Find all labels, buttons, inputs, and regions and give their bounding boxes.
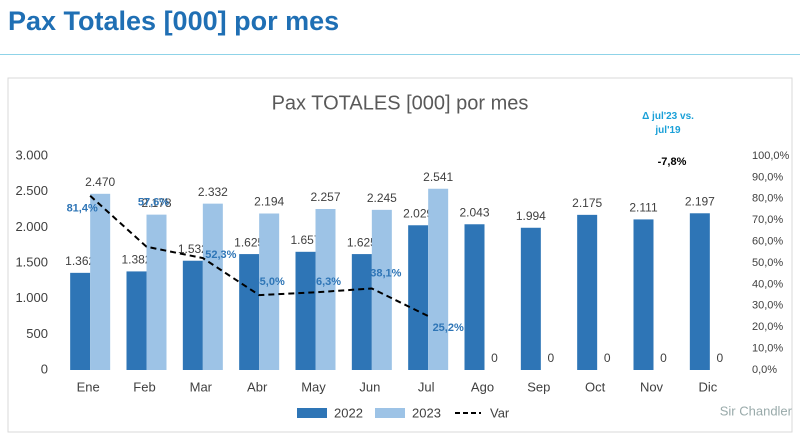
data-label: 35,0% xyxy=(254,276,285,288)
x-tick-label: Ene xyxy=(77,379,100,394)
y-tick-label: 500 xyxy=(26,326,48,341)
bar xyxy=(351,254,372,370)
data-label: 1.532 xyxy=(178,242,208,256)
y2-tick-label: 0,0% xyxy=(752,364,777,376)
x-tick-label: Mar xyxy=(190,379,213,394)
data-label: 81,4% xyxy=(67,203,98,215)
data-label: 2.332 xyxy=(198,185,228,199)
chart-title: Pax TOTALES [000] por mes xyxy=(272,92,529,114)
bar xyxy=(146,214,167,370)
data-label: 2.194 xyxy=(254,195,284,209)
bar xyxy=(371,209,392,370)
data-label: 1.625 xyxy=(234,235,264,249)
data-label: 2.043 xyxy=(459,205,489,219)
legend-label: 2022 xyxy=(334,405,363,420)
data-label: 1.362 xyxy=(65,254,95,268)
bar xyxy=(633,219,654,370)
y2-tick-label: 70,0% xyxy=(752,214,783,226)
data-label: 38,1% xyxy=(370,267,401,279)
y-tick-label: 0 xyxy=(41,361,48,376)
y2-tick-label: 80,0% xyxy=(752,193,783,205)
bar xyxy=(428,188,449,370)
divider xyxy=(0,54,800,55)
legend-label: 2023 xyxy=(412,405,441,420)
bar xyxy=(182,260,203,370)
annotation: Δ jul'23 vs. jul'19 xyxy=(642,111,694,136)
x-tick-label: Jul xyxy=(418,379,435,394)
bar xyxy=(577,214,598,370)
data-label: 2.197 xyxy=(685,194,715,208)
data-label: 0 xyxy=(716,351,723,365)
page-title: Pax Totales [000] por mes xyxy=(8,6,340,36)
y2-tick-label: 50,0% xyxy=(752,257,783,269)
y-tick-label: 2.000 xyxy=(15,219,48,234)
data-label: 1.657 xyxy=(290,233,320,247)
legend-swatch xyxy=(375,408,405,418)
data-label: 0 xyxy=(491,351,498,365)
bar xyxy=(315,209,336,370)
x-tick-label: Abr xyxy=(247,379,268,394)
y2-tick-label: 40,0% xyxy=(752,278,783,290)
line xyxy=(89,195,429,317)
chart-frame xyxy=(7,77,793,433)
y2-tick-label: 30,0% xyxy=(752,300,783,312)
data-label: 0 xyxy=(604,351,611,365)
y2-tick-label: 20,0% xyxy=(752,321,783,333)
bar xyxy=(90,193,111,370)
bar xyxy=(689,213,710,370)
y-tick-label: 3.000 xyxy=(15,147,48,162)
bar xyxy=(295,251,316,370)
data-label: 2.029 xyxy=(403,206,433,220)
bar xyxy=(126,271,147,370)
data-label: 2.245 xyxy=(367,191,397,205)
y-tick-label: 1.000 xyxy=(15,290,48,305)
data-label: 57,6% xyxy=(138,197,169,209)
x-tick-label: Dic xyxy=(698,379,717,394)
data-label: 0 xyxy=(547,351,554,365)
bar xyxy=(70,272,91,370)
data-label: 2.175 xyxy=(572,196,602,210)
legend-swatch xyxy=(297,408,327,418)
bar xyxy=(520,227,541,370)
bar xyxy=(259,213,280,370)
y2-tick-label: 90,0% xyxy=(752,171,783,183)
x-tick-label: Oct xyxy=(585,379,606,394)
bar xyxy=(464,224,485,370)
data-label: 2.257 xyxy=(310,190,340,204)
data-label: 2.111 xyxy=(629,201,658,215)
bar xyxy=(202,203,223,370)
x-tick-label: Jun xyxy=(359,379,380,394)
data-label: 1.625 xyxy=(347,235,377,249)
legend-label: Var xyxy=(490,405,510,420)
x-tick-label: Sep xyxy=(527,379,550,394)
y-tick-label: 2.500 xyxy=(15,183,48,198)
data-label: 2.470 xyxy=(85,175,115,189)
data-label: 2.178 xyxy=(141,196,171,210)
y2-tick-label: 60,0% xyxy=(752,236,783,248)
y2-tick-label: 10,0% xyxy=(752,343,783,355)
y2-tick-label: 100,0% xyxy=(752,150,790,162)
data-label: 2.541 xyxy=(423,170,453,184)
data-label: 25,2% xyxy=(433,322,464,334)
data-label: 52,3% xyxy=(205,249,236,261)
x-tick-label: Ago xyxy=(471,379,494,394)
bar xyxy=(408,225,429,370)
x-tick-label: Nov xyxy=(640,379,664,394)
bar xyxy=(239,254,260,370)
x-tick-label: May xyxy=(301,379,326,394)
data-label: 0 xyxy=(660,351,667,365)
data-label: 1.382 xyxy=(121,253,151,267)
data-label: 36,3% xyxy=(310,276,341,288)
data-label: 1.994 xyxy=(516,209,546,223)
x-tick-label: Feb xyxy=(133,379,155,394)
watermark: Sir Chandler xyxy=(720,403,793,418)
y-tick-label: 1.500 xyxy=(15,254,48,269)
annotation: -7,8% xyxy=(658,156,687,168)
